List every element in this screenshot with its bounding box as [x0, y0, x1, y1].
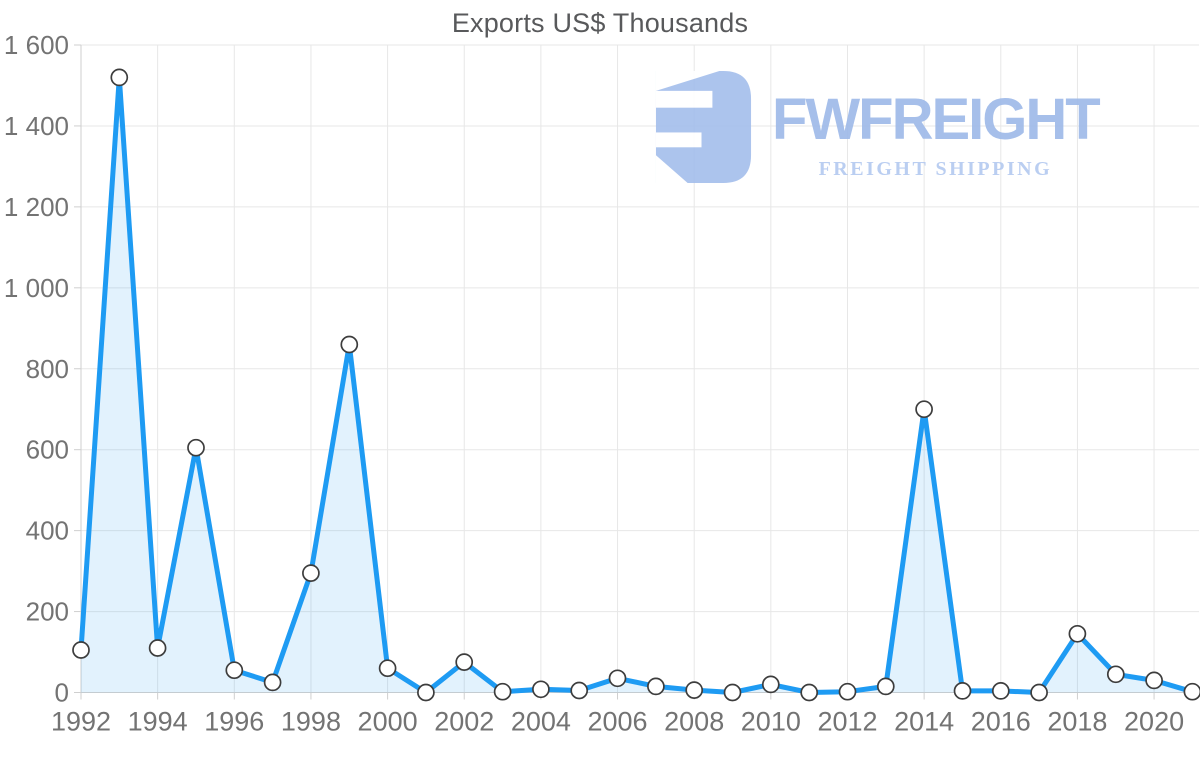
data-point-2020[interactable]: [1145, 671, 1163, 690]
data-point-2011[interactable]: [800, 683, 819, 702]
data-point-1996[interactable]: [225, 661, 244, 680]
x-axis-tick-label: 2020: [1124, 707, 1184, 737]
y-axis-tick-label: 0: [55, 678, 69, 708]
data-point-2017[interactable]: [1030, 683, 1048, 702]
y-axis-tick-label: 600: [26, 435, 69, 465]
data-point-2012[interactable]: [838, 682, 857, 701]
data-point-1993[interactable]: [110, 68, 129, 87]
data-point-2018[interactable]: [1068, 624, 1087, 643]
y-axis-tick-label: 1 400: [4, 111, 69, 141]
y-axis-tick-label: 1 200: [4, 192, 69, 222]
data-point-2009[interactable]: [723, 683, 742, 702]
data-point-2019[interactable]: [1106, 665, 1125, 684]
data-point-2000[interactable]: [378, 659, 397, 678]
x-axis-tick-label: 2014: [894, 707, 954, 737]
x-axis-tick-label: 2008: [664, 707, 724, 737]
y-axis-tick-label: 1 600: [4, 30, 69, 60]
x-axis-tick-label: 2018: [1047, 707, 1107, 737]
data-point-2002[interactable]: [455, 653, 474, 671]
series-area-fill: [81, 77, 1193, 693]
y-axis-tick-label: 400: [26, 516, 69, 546]
data-point-2004[interactable]: [532, 680, 550, 699]
x-axis-tick-label: 2006: [587, 707, 647, 737]
data-point-2007[interactable]: [647, 677, 665, 696]
data-point-2014[interactable]: [915, 400, 933, 419]
series-line: [78, 74, 1195, 695]
chart-title: Exports US$ Thousands: [451, 8, 749, 38]
x-axis-tick-label: 1996: [204, 707, 264, 737]
x-axis-tick-label: 1994: [128, 707, 188, 737]
data-point-2021[interactable]: [1183, 682, 1200, 701]
data-point-2003[interactable]: [493, 682, 512, 701]
data-point-2001[interactable]: [417, 683, 435, 702]
y-axis-tick-label: 800: [26, 354, 69, 384]
data-point-2010[interactable]: [761, 675, 780, 694]
y-axis-tick-label: 1 000: [4, 273, 69, 303]
data-point-2013[interactable]: [876, 677, 895, 696]
data-point-1998[interactable]: [302, 564, 320, 582]
x-axis-tick-label: 1992: [51, 707, 111, 737]
data-point-1999[interactable]: [340, 335, 359, 354]
x-axis-tick-label: 1998: [281, 707, 341, 737]
x-axis-tick-label: 2012: [817, 707, 877, 737]
data-point-1995[interactable]: [187, 438, 205, 457]
data-point-2008[interactable]: [685, 681, 704, 699]
x-axis-tick-label: 2000: [358, 707, 418, 737]
data-point-2015[interactable]: [953, 682, 972, 700]
data-point-2005[interactable]: [570, 681, 589, 700]
data-point-2006[interactable]: [608, 669, 627, 688]
y-axis-tick-label: 200: [26, 597, 69, 627]
data-point-1992[interactable]: [72, 641, 90, 659]
data-point-1994[interactable]: [148, 639, 167, 657]
x-axis-tick-label: 2002: [434, 707, 494, 737]
x-axis-tick-label: 2004: [511, 707, 571, 737]
x-axis-tick-label: 2010: [741, 707, 801, 737]
data-point-2016[interactable]: [991, 682, 1010, 700]
x-axis-tick-label: 2016: [971, 707, 1031, 737]
data-point-1997[interactable]: [263, 673, 282, 692]
